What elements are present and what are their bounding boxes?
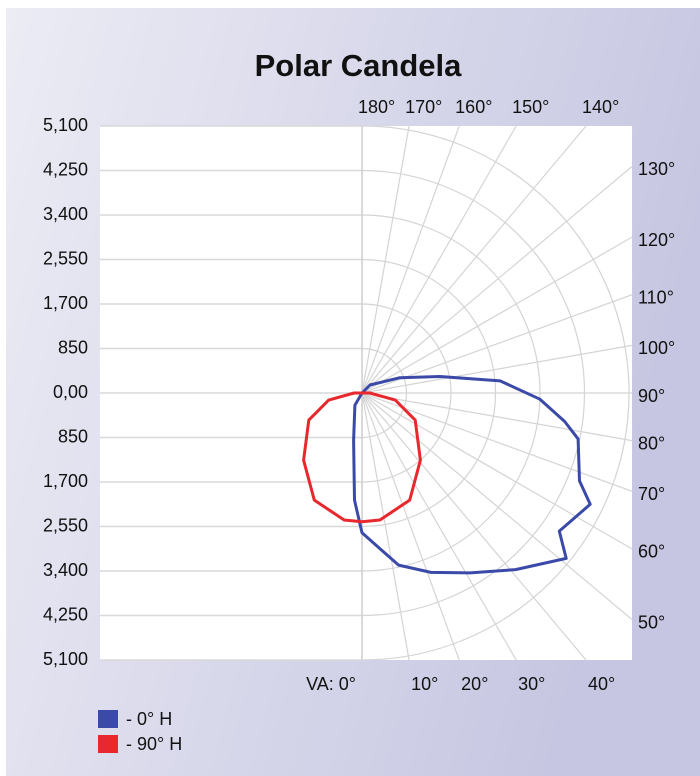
angle-label: 160°: [455, 97, 492, 117]
grid-ray: [362, 392, 632, 442]
angle-label: 10°: [411, 674, 438, 694]
grid-ray: [362, 126, 410, 394]
grid-ray: [362, 392, 587, 660]
angle-label: 130°: [638, 159, 675, 179]
grid-ray: [362, 126, 460, 394]
chart-title: Polar Candela: [255, 48, 462, 83]
angle-label: 180°: [358, 97, 395, 117]
y-tick-label: 3,400: [43, 204, 88, 224]
y-tick-label: 850: [58, 337, 88, 357]
candela-curve-mirror: [302, 391, 363, 524]
grid-ray: [362, 392, 632, 550]
y-tick-label: 4,250: [43, 159, 88, 179]
angle-label: 110°: [638, 287, 674, 307]
y-tick-label: 1,700: [43, 471, 88, 491]
y-tick-label: 0,00: [53, 382, 88, 402]
angle-label: 40°: [588, 674, 615, 694]
y-tick-label: 5,100: [43, 649, 88, 669]
grid-ray: [362, 392, 410, 660]
grid-ray: [362, 392, 517, 660]
grid-ray: [362, 126, 587, 394]
grid-ray: [362, 392, 632, 492]
candela-curve: [352, 375, 592, 575]
angle-label: 50°: [638, 612, 665, 632]
legend-label: - 0° H: [126, 709, 172, 729]
y-tick-label: 2,550: [43, 515, 88, 535]
angle-label: 30°: [518, 674, 545, 694]
grid-ray: [362, 392, 460, 660]
grid-ray: [362, 236, 632, 394]
angle-label: 120°: [638, 230, 675, 250]
angle-label: 80°: [638, 433, 665, 453]
angle-label: 100°: [638, 338, 675, 358]
angle-label: 150°: [512, 97, 549, 117]
angle-label: 90°: [638, 386, 665, 406]
angle-label: 60°: [638, 542, 665, 562]
angle-label: VA: 0°: [306, 674, 356, 694]
polar-grid: [362, 126, 632, 660]
grid-ray: [362, 344, 632, 394]
grid-ray: [362, 165, 632, 394]
candela-curve: [361, 391, 422, 524]
y-tick-label: 2,550: [43, 248, 88, 268]
grid-ray: [362, 126, 517, 394]
angle-label: 20°: [461, 674, 488, 694]
angle-label: 140°: [582, 97, 619, 117]
y-tick-label: 4,250: [43, 604, 88, 624]
angle-label: 170°: [405, 97, 442, 117]
legend-swatch: [98, 710, 118, 728]
y-tick-label: 1,700: [43, 293, 88, 313]
grid-ray: [362, 392, 632, 621]
y-tick-label: 3,400: [43, 560, 88, 580]
y-tick-label: 5,100: [43, 115, 88, 135]
y-tick-label: 850: [58, 426, 88, 446]
legend-swatch: [98, 735, 118, 753]
angle-label: 70°: [638, 484, 665, 504]
legend-label: - 90° H: [126, 734, 182, 754]
